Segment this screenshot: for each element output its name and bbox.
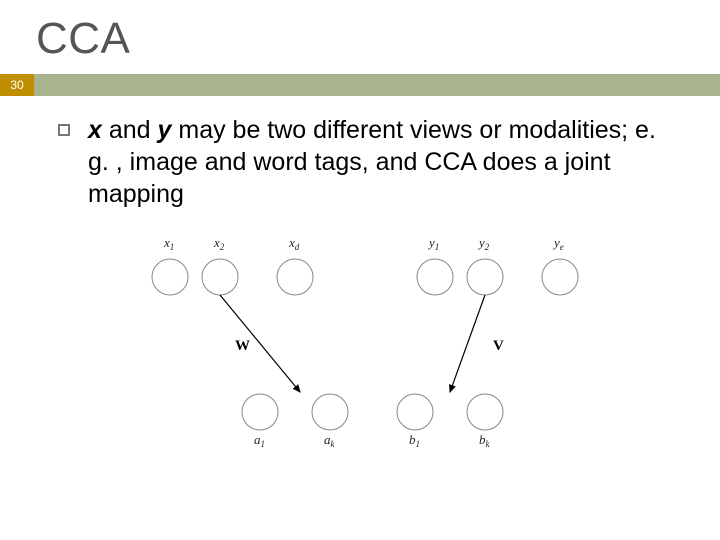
text-seg: may be two different views or modalities…	[88, 116, 656, 208]
mapping-arrow	[450, 295, 485, 392]
accent-bar	[34, 74, 720, 96]
accent-row: 30	[0, 74, 720, 96]
page-number-badge: 30	[0, 74, 34, 96]
matrix-label: V	[493, 338, 504, 354]
node-circle	[202, 259, 238, 295]
node-label: ye	[552, 235, 564, 252]
node-label: y2	[477, 235, 490, 252]
node-circle	[312, 394, 348, 430]
node-label: x2	[213, 235, 225, 252]
node-label: bk	[479, 432, 491, 449]
node-circle	[152, 259, 188, 295]
matrix-label: W	[235, 338, 250, 354]
diagram-svg: x1 x2 xd y1 y2 ye a1 ak b1 bk W V	[115, 232, 615, 462]
slide-title: CCA	[0, 0, 720, 74]
emph-x: x	[88, 116, 102, 144]
bullet-item: x and y may be two different views or mo…	[58, 114, 672, 210]
node-circle	[397, 394, 433, 430]
node-circle	[277, 259, 313, 295]
node-circle	[467, 394, 503, 430]
cca-diagram: x1 x2 xd y1 y2 ye a1 ak b1 bk W V	[58, 232, 672, 462]
text-seg: and	[102, 116, 158, 144]
body-region: x and y may be two different views or mo…	[0, 96, 720, 462]
node-circle	[242, 394, 278, 430]
node-label: xd	[288, 235, 300, 252]
node-label: b1	[409, 432, 420, 449]
node-circle	[542, 259, 578, 295]
node-label: ak	[324, 432, 336, 449]
emph-y: y	[158, 116, 172, 144]
node-label: y1	[427, 235, 439, 252]
node-label: x1	[163, 235, 174, 252]
square-bullet-icon	[58, 124, 70, 136]
node-circle	[417, 259, 453, 295]
bullet-text: x and y may be two different views or mo…	[88, 114, 672, 210]
mapping-arrow	[220, 295, 300, 392]
node-label: a1	[254, 432, 265, 449]
node-circle	[467, 259, 503, 295]
